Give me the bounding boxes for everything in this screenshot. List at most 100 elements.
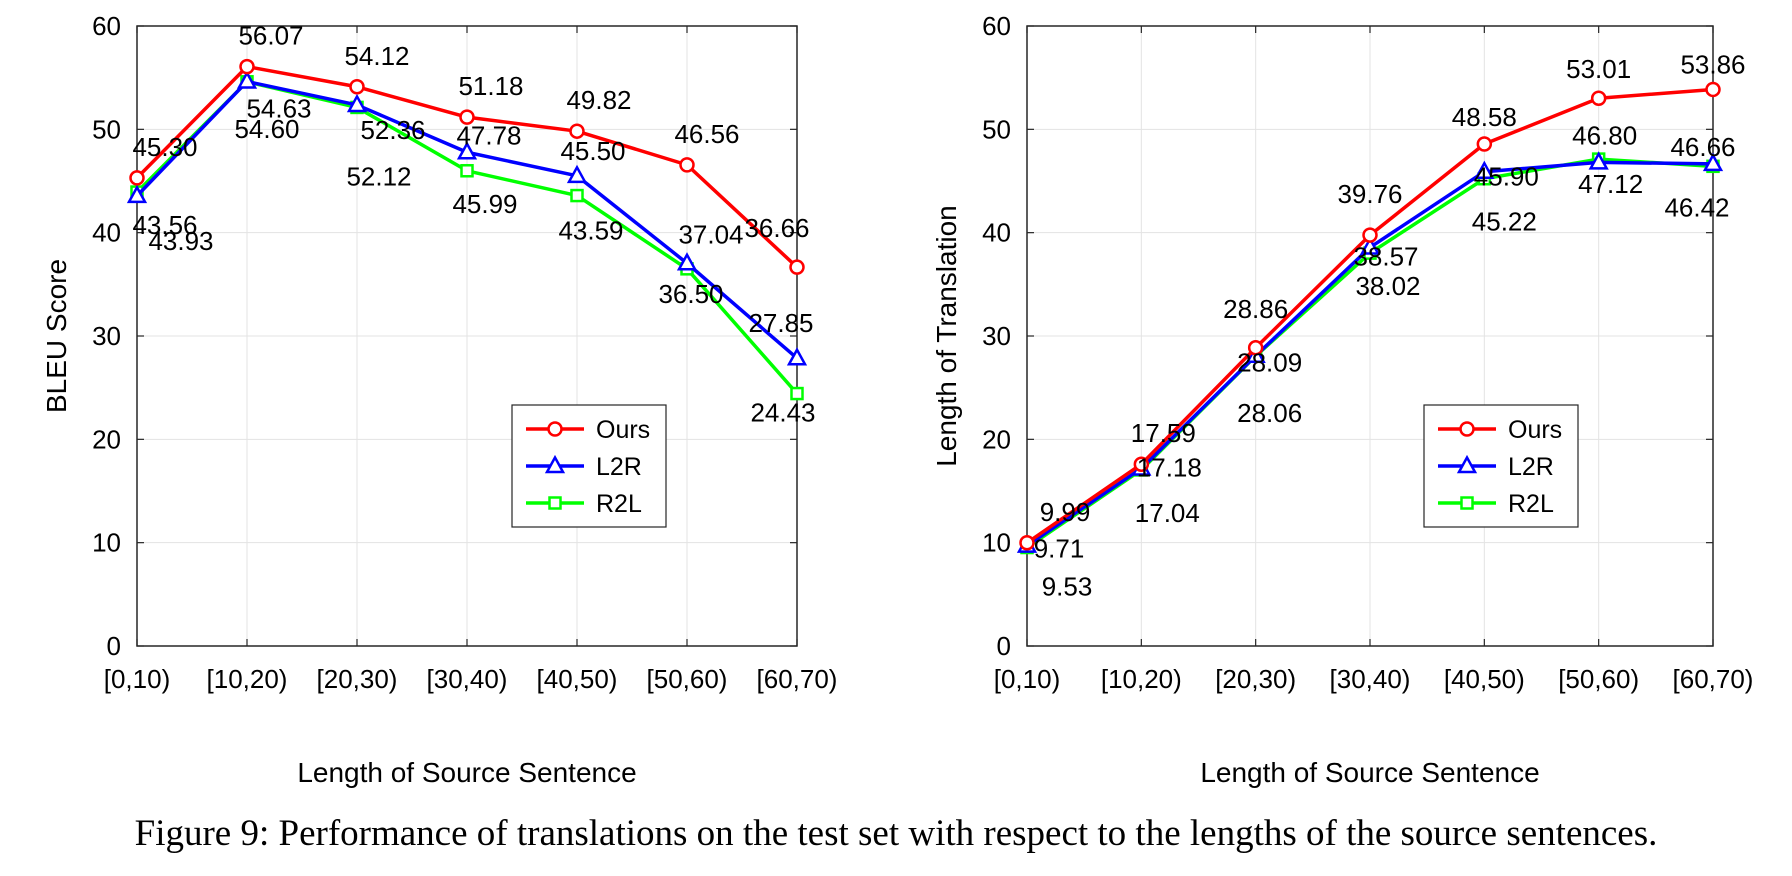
- data-label-r2l: 24.43: [750, 398, 815, 428]
- data-label-l2r: 54.63: [246, 93, 311, 123]
- data-point-r2l: [460, 164, 474, 178]
- data-point-l2r: [346, 93, 368, 113]
- data-label-r2l: 46.42: [1664, 192, 1729, 222]
- data-point-ours: [129, 170, 145, 186]
- legend-entry-ours: Ours: [1438, 416, 1562, 444]
- data-label-r2l: 43.93: [148, 226, 213, 256]
- y-tick-label: 0: [997, 631, 1011, 661]
- data-point-l2r: [236, 70, 258, 89]
- series-ours: [129, 58, 805, 275]
- x-tick-label: [10,20): [207, 664, 288, 694]
- data-label-l2r: 27.85: [748, 308, 813, 338]
- data-point-ours: [569, 123, 585, 139]
- chart-2: 0 10 20 30 40 50 60 [0,10) [10,20) [20,30) [30,40)…: [931, 11, 1753, 788]
- legend-entry-r2l: R2L: [526, 490, 642, 518]
- charts-canvas: 0 10 20 30 40 50 60 [0,10) [10,20) [20,30) [30,40)…: [41, 11, 1753, 788]
- data-label-ours: 56.07: [238, 21, 303, 51]
- data-label-ours: 46.56: [674, 119, 739, 149]
- data-point-l2r: [676, 252, 698, 271]
- y-tick-label: 10: [982, 528, 1011, 558]
- x-tick-label: [0,10): [104, 664, 171, 694]
- data-label-ours: 17.59: [1131, 418, 1196, 448]
- legend-marker: [544, 454, 566, 474]
- data-label-r2l: 54.60: [234, 114, 299, 144]
- data-label-ours: 49.82: [566, 85, 631, 115]
- data-label-l2r: 52.36: [360, 115, 425, 145]
- data-point-ours: [1019, 535, 1035, 551]
- data-label-r2l: 38.02: [1355, 271, 1420, 301]
- legend: Ours L2R R2L: [511, 404, 667, 528]
- y-tick-label: 50: [982, 114, 1011, 144]
- data-label-l2r: 45.50: [560, 136, 625, 166]
- legend-entry-l2r: L2R: [526, 453, 642, 481]
- data-point-l2r: [1702, 152, 1724, 172]
- legend-label: L2R: [596, 453, 642, 481]
- x-tick-label: [40,50): [1444, 664, 1525, 694]
- y-tick-label: 10: [92, 528, 121, 558]
- data-point-ours: [1705, 81, 1721, 98]
- data-label-ours: 48.58: [1452, 102, 1517, 132]
- x-tick-label: [60,70): [757, 664, 838, 694]
- data-label-r2l: 45.22: [1472, 207, 1537, 237]
- legend-label: Ours: [596, 416, 650, 444]
- data-point-l2r: [786, 347, 808, 366]
- figure-caption: Figure 9: Performance of translations on…: [134, 813, 1658, 854]
- data-point-r2l: [570, 188, 584, 203]
- data-point-ours: [1133, 456, 1150, 472]
- legend-marker: [547, 421, 563, 437]
- data-point-r2l: [790, 386, 804, 401]
- y-tick-label: 60: [92, 11, 121, 41]
- data-label-ours: 51.18: [458, 71, 523, 101]
- data-point-l2r: [1588, 151, 1609, 170]
- data-label-l2r: 47.78: [456, 120, 521, 150]
- legend-marker: [1456, 454, 1478, 474]
- data-label-r2l: 52.12: [346, 161, 411, 191]
- data-label-ours: 53.01: [1566, 54, 1631, 84]
- data-label-ours: 36.66: [744, 213, 809, 243]
- data-point-ours: [679, 157, 695, 173]
- legend-marker: [1459, 421, 1475, 437]
- x-tick-label: [50,60): [1558, 664, 1639, 694]
- legend: Ours L2R R2L: [1423, 404, 1579, 528]
- data-point-ours: [459, 109, 475, 125]
- series-ours: [1019, 81, 1721, 551]
- data-point-l2r: [1474, 160, 1495, 179]
- x-tick-label: [30,40): [1330, 664, 1411, 694]
- y-tick-label: 30: [92, 321, 121, 351]
- y-axis-label: Length of Translation: [931, 205, 962, 467]
- data-label-l2r: 46.80: [1572, 120, 1637, 150]
- data-label-r2l: 17.04: [1135, 498, 1200, 528]
- x-tick-label: [10,20): [1101, 664, 1182, 694]
- data-point-ours: [1362, 227, 1378, 243]
- legend-label: Ours: [1508, 416, 1562, 444]
- data-point-l2r: [126, 184, 148, 204]
- data-label-ours: 9.99: [1040, 497, 1091, 527]
- legend-label: R2L: [596, 490, 642, 518]
- data-label-ours: 45.30: [132, 132, 197, 162]
- data-point-ours: [349, 79, 365, 95]
- data-label-l2r: 45.90: [1474, 162, 1539, 192]
- y-tick-label: 50: [92, 114, 121, 144]
- x-axis-label: Length of Source Sentence: [297, 757, 636, 788]
- y-tick-label: 40: [92, 218, 121, 248]
- legend-label: L2R: [1508, 453, 1554, 481]
- data-label-ours: 39.76: [1337, 179, 1402, 209]
- data-label-l2r: 28.09: [1237, 348, 1302, 378]
- y-tick-label: 60: [982, 11, 1011, 41]
- data-label-r2l: 45.99: [452, 189, 517, 219]
- data-label-r2l: 9.53: [1042, 572, 1093, 602]
- data-point-ours: [1247, 340, 1264, 356]
- data-label-l2r: 46.66: [1670, 132, 1735, 162]
- data-label-ours: 54.12: [344, 41, 409, 71]
- y-tick-label: 20: [92, 424, 121, 454]
- legend-entry-ours: Ours: [526, 416, 650, 444]
- y-axis-label: BLEU Score: [41, 259, 72, 413]
- data-label-r2l: 28.06: [1237, 398, 1302, 428]
- x-tick-label: [30,40): [427, 664, 508, 694]
- data-label-l2r: 37.04: [678, 219, 743, 249]
- x-axis-label: Length of Source Sentence: [1200, 757, 1539, 788]
- y-tick-label: 40: [982, 218, 1011, 248]
- x-tick-label: [20,30): [1215, 664, 1296, 694]
- data-point-ours: [1476, 136, 1493, 152]
